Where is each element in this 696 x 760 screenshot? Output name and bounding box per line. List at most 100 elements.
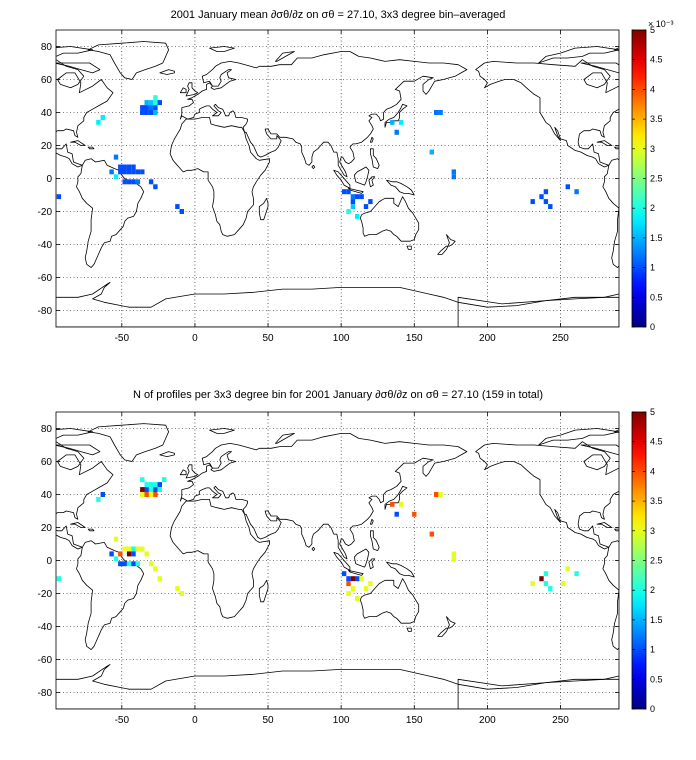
data-cell bbox=[543, 199, 549, 205]
colorbar-tick-label: 3 bbox=[650, 144, 655, 154]
x-tick-label: 250 bbox=[552, 333, 569, 344]
data-cell bbox=[539, 576, 544, 582]
data-cell bbox=[390, 501, 395, 507]
data-cell bbox=[148, 179, 154, 185]
colorbar-tick-label: 1 bbox=[650, 263, 655, 273]
data-cell bbox=[96, 119, 101, 125]
x-tick-label: 150 bbox=[406, 333, 423, 344]
data-cell bbox=[148, 110, 154, 115]
data-cell bbox=[140, 169, 145, 175]
colorbar-tick-label: 4 bbox=[650, 84, 655, 94]
y-tick-label: 80 bbox=[41, 42, 53, 53]
data-cell bbox=[390, 119, 395, 125]
colorbar-tick-label: 1.5 bbox=[650, 615, 663, 625]
colorbar-exponent: × 10⁻³ bbox=[648, 19, 674, 29]
data-cell bbox=[148, 482, 154, 487]
data-cell bbox=[126, 179, 132, 185]
data-cell bbox=[153, 95, 158, 101]
data-cell bbox=[350, 194, 356, 200]
data-cell bbox=[148, 561, 154, 567]
data-cell bbox=[341, 189, 347, 195]
data-cell bbox=[131, 546, 136, 552]
data-cell bbox=[179, 209, 184, 214]
data-cell bbox=[118, 169, 123, 175]
y-tick-label: 0 bbox=[46, 556, 52, 567]
data-cell bbox=[131, 164, 136, 170]
data-cell bbox=[438, 492, 443, 497]
grid bbox=[56, 30, 619, 327]
data-cell bbox=[530, 199, 535, 205]
data-cell bbox=[135, 169, 141, 175]
data-cell bbox=[363, 586, 369, 591]
data-cell bbox=[157, 100, 162, 106]
data-cell bbox=[394, 129, 399, 135]
y-tick-label: -40 bbox=[38, 622, 53, 633]
data-cell bbox=[153, 492, 158, 497]
data-cell bbox=[153, 482, 158, 487]
data-cell bbox=[451, 169, 456, 175]
colorbar: 0 0.5 1 1.5 2 2.5 3 3.5 4 4.5 5 bbox=[631, 407, 663, 714]
data-cells bbox=[56, 95, 579, 219]
y-tick-label: 60 bbox=[41, 75, 53, 86]
data-cell bbox=[135, 546, 141, 552]
data-cell bbox=[113, 536, 119, 542]
data-cell bbox=[140, 477, 145, 483]
y-tick-label: -60 bbox=[38, 655, 53, 666]
data-cell bbox=[153, 105, 158, 110]
chart-title: 2001 January mean ∂σθ/∂z on σθ = 27.10, … bbox=[171, 9, 506, 21]
colorbar-tick-label: 5 bbox=[650, 25, 655, 35]
y-tick-label: 20 bbox=[41, 523, 53, 534]
data-cell bbox=[126, 551, 132, 557]
data-cell bbox=[429, 531, 434, 537]
data-cell bbox=[140, 546, 145, 552]
data-cell bbox=[368, 199, 373, 205]
data-cell bbox=[355, 194, 360, 200]
y-tick-label: 20 bbox=[41, 141, 53, 152]
data-cell bbox=[56, 576, 62, 582]
data-cell bbox=[144, 482, 149, 487]
data-cell bbox=[148, 492, 154, 497]
data-cell bbox=[175, 586, 180, 591]
data-cell bbox=[543, 571, 549, 577]
data-cell bbox=[109, 551, 114, 557]
data-cell bbox=[565, 184, 570, 190]
data-cell bbox=[135, 179, 141, 185]
data-cell bbox=[100, 115, 105, 120]
data-cell bbox=[539, 194, 544, 200]
data-cell bbox=[140, 110, 145, 115]
x-tick-label: 50 bbox=[262, 715, 274, 726]
colorbar-tick-label: 4.5 bbox=[650, 55, 663, 65]
data-cell bbox=[530, 581, 535, 587]
x-tick-label: -50 bbox=[115, 715, 130, 726]
data-cell bbox=[350, 586, 356, 591]
data-cell bbox=[350, 199, 356, 205]
data-cell bbox=[157, 576, 162, 582]
y-tick-label: 0 bbox=[46, 174, 52, 185]
data-cell bbox=[157, 487, 162, 492]
colorbar-tick-label: 2 bbox=[650, 203, 655, 213]
data-cell bbox=[153, 110, 158, 115]
data-cell bbox=[113, 556, 119, 562]
data-cell bbox=[140, 492, 145, 497]
colorbar-tick-label: 1 bbox=[650, 645, 655, 655]
data-cell bbox=[144, 105, 149, 110]
data-cell bbox=[144, 492, 149, 497]
data-cell bbox=[179, 591, 184, 596]
y-tick-label: 60 bbox=[41, 457, 53, 468]
x-tick-label: 100 bbox=[333, 333, 350, 344]
data-cell bbox=[346, 209, 351, 214]
data-cell bbox=[109, 169, 114, 175]
colorbar-tick-label: 1.5 bbox=[650, 233, 663, 243]
data-cell bbox=[438, 110, 443, 115]
data-cell bbox=[451, 174, 456, 180]
data-cell bbox=[355, 214, 360, 219]
colorbar-tick-label: 3.5 bbox=[650, 496, 663, 506]
x-tick-label: -50 bbox=[115, 333, 130, 344]
colorbar-tick-label: 0 bbox=[650, 704, 655, 714]
data-cell bbox=[153, 487, 158, 492]
data-cell bbox=[148, 487, 154, 492]
data-cell bbox=[346, 189, 351, 195]
data-cell bbox=[131, 179, 136, 185]
y-tick-label: 40 bbox=[41, 490, 53, 501]
